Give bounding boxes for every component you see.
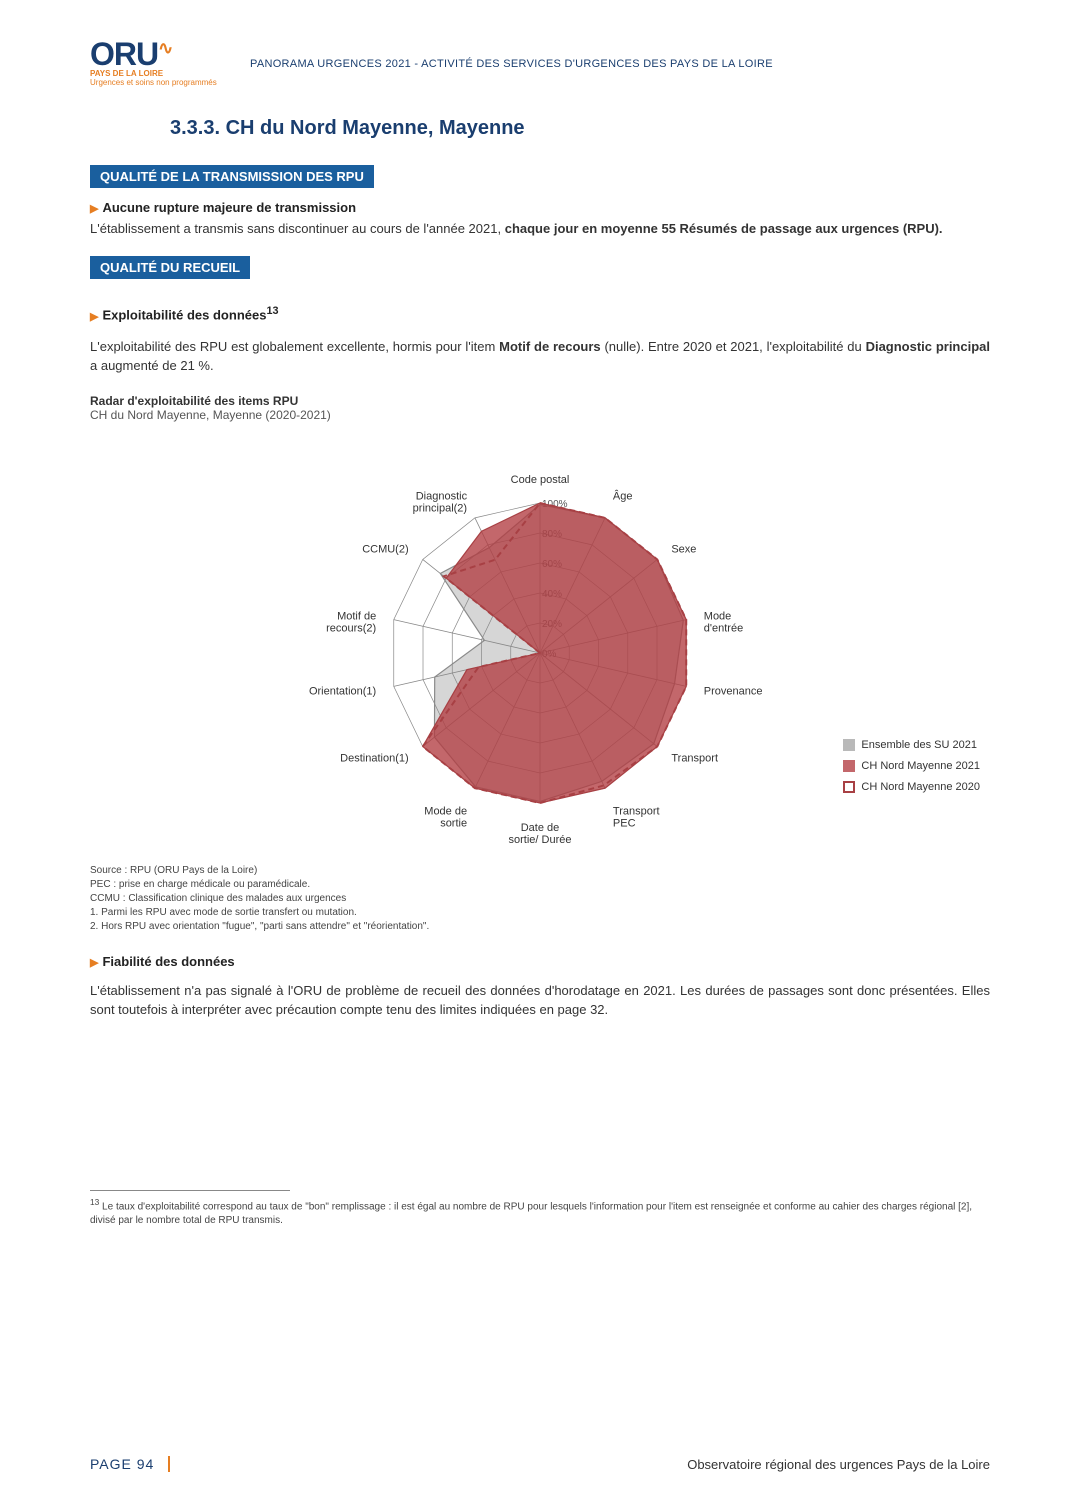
- svg-text:Destination(1): Destination(1): [340, 752, 408, 764]
- section-bar-transmission: QUALITÉ DE LA TRANSMISSION DES RPU: [90, 165, 374, 188]
- radar-svg: 0%20%40%60%80%100%Code postalÂgeSexeMode…: [230, 428, 850, 848]
- t: L'établissement a transmis sans disconti…: [90, 221, 505, 236]
- note-line: 2. Hors RPU avec orientation "fugue", "p…: [90, 920, 990, 934]
- bullet-text: Exploitabilité des données: [102, 308, 266, 323]
- logo-subtitle: Urgences et soins non programmés: [90, 78, 220, 87]
- radar-chart: 0%20%40%60%80%100%Code postalÂgeSexeMode…: [90, 428, 990, 858]
- svg-text:Âge: Âge: [613, 489, 633, 502]
- chart-subtitle: CH du Nord Mayenne, Mayenne (2020-2021): [90, 408, 990, 422]
- svg-text:Motif derecours(2): Motif derecours(2): [326, 610, 376, 634]
- svg-text:Mode desortie: Mode desortie: [424, 805, 467, 829]
- t: a augmenté de 21 %.: [90, 358, 214, 373]
- legend-item: Ensemble des SU 2021: [843, 735, 980, 756]
- t-bold: Motif de recours: [499, 339, 601, 354]
- note-line: PEC : prise en charge médicale ou paramé…: [90, 878, 990, 892]
- page-number: PAGE 94: [90, 1456, 170, 1472]
- note-line: CCMU : Classification clinique des malad…: [90, 892, 990, 906]
- triangle-icon: ▶: [90, 203, 98, 215]
- svg-text:Transport: Transport: [671, 752, 718, 764]
- legend-swatch: [843, 739, 855, 751]
- triangle-icon: ▶: [90, 957, 98, 969]
- chart-legend: Ensemble des SU 2021 CH Nord Mayenne 202…: [843, 735, 980, 798]
- footnote: 13 Le taux d'exploitabilité correspond a…: [90, 1197, 990, 1228]
- bullet-text: Aucune rupture majeure de transmission: [102, 200, 356, 215]
- svg-text:Diagnosticprincipal(2): Diagnosticprincipal(2): [413, 490, 468, 514]
- legend-item: CH Nord Mayenne 2021: [843, 756, 980, 777]
- header-title: PANORAMA URGENCES 2021 - ACTIVITÉ DES SE…: [250, 40, 990, 70]
- legend-label: CH Nord Mayenne 2020: [861, 777, 980, 798]
- footer-org: Observatoire régional des urgences Pays …: [687, 1457, 990, 1472]
- logo-main: ORU∿: [90, 40, 220, 69]
- note-line: 1. Parmi les RPU avec mode de sortie tra…: [90, 906, 990, 920]
- bullet-text: Fiabilité des données: [102, 954, 234, 969]
- bullet-transmission: ▶ Aucune rupture majeure de transmission: [90, 200, 990, 215]
- chart-notes: Source : RPU (ORU Pays de la Loire) PEC …: [90, 864, 990, 934]
- para-exploit: L'exploitabilité des RPU est globalement…: [90, 337, 990, 376]
- page-footer: PAGE 94 Observatoire régional des urgenc…: [90, 1456, 990, 1472]
- t: L'exploitabilité des RPU est globalement…: [90, 339, 499, 354]
- chart-title: Radar d'exploitabilité des items RPU: [90, 394, 990, 408]
- legend-label: CH Nord Mayenne 2021: [861, 756, 980, 777]
- para-fiabilite: L'établissement n'a pas signalé à l'ORU …: [90, 981, 990, 1020]
- legend-label: Ensemble des SU 2021: [861, 735, 977, 756]
- logo-tag: PAYS DE LA LOIRE: [90, 69, 220, 78]
- t: (nulle). Entre 2020 et 2021, l'exploitab…: [601, 339, 866, 354]
- para-transmission: L'établissement a transmis sans disconti…: [90, 219, 990, 239]
- svg-text:Orientation(1): Orientation(1): [309, 685, 376, 697]
- legend-item: CH Nord Mayenne 2020: [843, 777, 980, 798]
- svg-text:Provenance: Provenance: [704, 685, 763, 697]
- page-header: ORU∿ PAYS DE LA LOIRE Urgences et soins …: [90, 40, 990, 87]
- bullet-fiabilite: ▶ Fiabilité des données: [90, 954, 990, 969]
- triangle-icon: ▶: [90, 311, 98, 323]
- t-bold: Diagnostic principal: [866, 339, 990, 354]
- section-bar-recueil: QUALITÉ DU RECUEIL: [90, 256, 250, 279]
- svg-text:Code postal: Code postal: [511, 474, 570, 486]
- svg-text:Date desortie/ Durée: Date desortie/ Durée: [509, 822, 572, 846]
- logo-text: ORU: [90, 36, 158, 72]
- sup: 13: [90, 1197, 99, 1207]
- footnote-text: Le taux d'exploitabilité correspond au t…: [90, 1201, 972, 1226]
- legend-swatch: [843, 760, 855, 772]
- sup: 13: [266, 305, 278, 317]
- bullet-exploit: ▶ Exploitabilité des données13: [90, 305, 990, 322]
- note-line: Source : RPU (ORU Pays de la Loire): [90, 864, 990, 878]
- svg-text:TransportPEC: TransportPEC: [613, 805, 660, 829]
- section-title: 3.3.3. CH du Nord Mayenne, Mayenne: [170, 117, 990, 140]
- footnote-rule: [90, 1190, 290, 1191]
- logo: ORU∿ PAYS DE LA LOIRE Urgences et soins …: [90, 40, 220, 87]
- legend-swatch: [843, 781, 855, 793]
- t-bold: chaque jour en moyenne 55 Résumés de pas…: [505, 221, 943, 236]
- svg-text:CCMU(2): CCMU(2): [362, 543, 408, 555]
- svg-text:Sexe: Sexe: [671, 543, 696, 555]
- svg-text:Moded'entrée: Moded'entrée: [704, 610, 743, 634]
